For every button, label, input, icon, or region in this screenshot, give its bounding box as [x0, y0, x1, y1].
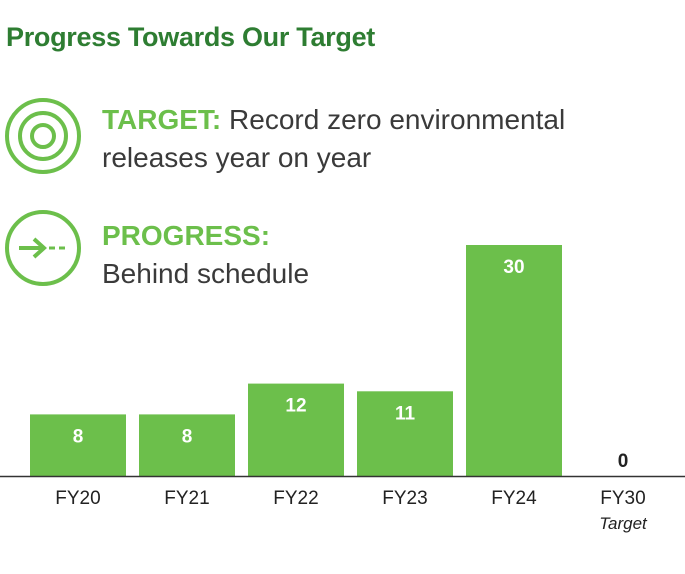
category-label-fy30: FY30 — [600, 488, 645, 509]
progress-lead: PROGRESS: — [102, 220, 271, 251]
progress-text: Behind schedule — [102, 258, 310, 289]
bar-fy23 — [357, 391, 453, 476]
target-text-line1: Record zero environmental — [229, 104, 566, 135]
arrow-right-icon — [5, 210, 81, 286]
data-label-fy24: 30 — [503, 257, 524, 278]
data-label-fy22: 12 — [285, 396, 306, 417]
data-label-fy30: 0 — [618, 451, 629, 472]
category-sublabel-fy30: Target — [599, 514, 648, 533]
bar-fy21 — [139, 414, 235, 476]
target-icon — [5, 98, 81, 174]
data-label-fy21: 8 — [182, 426, 193, 447]
bar-fy22 — [248, 383, 344, 476]
data-label-fy20: 8 — [73, 426, 84, 447]
bar-fy24 — [466, 245, 562, 476]
category-label-fy23: FY23 — [382, 488, 427, 509]
target-lead: TARGET: — [102, 104, 222, 135]
target-text-line2: releases year on year — [102, 142, 372, 173]
bar-fy20 — [30, 414, 126, 476]
category-label-fy21: FY21 — [164, 488, 209, 509]
data-label-fy23: 11 — [395, 403, 416, 424]
progress-statement: PROGRESS: Behind schedule — [102, 217, 309, 293]
category-label-fy24: FY24 — [491, 488, 537, 509]
category-label-fy22: FY22 — [273, 488, 318, 509]
category-label-fy20: FY20 — [55, 488, 100, 509]
page-title: Progress Towards Our Target — [6, 22, 375, 52]
target-statement: TARGET: Record zero environmental releas… — [102, 101, 565, 177]
